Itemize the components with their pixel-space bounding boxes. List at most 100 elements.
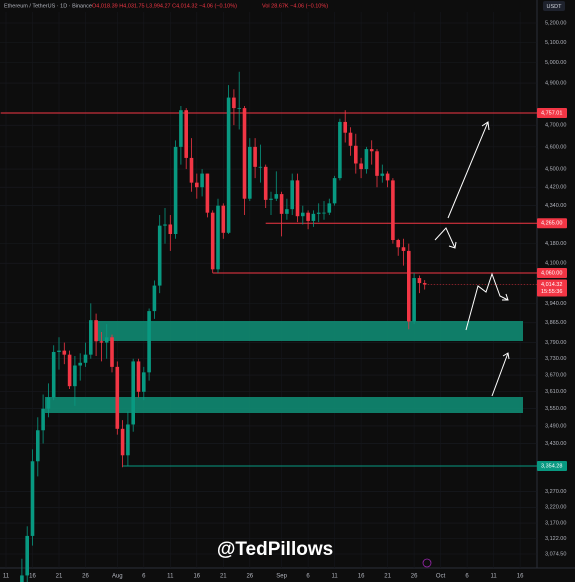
support-zone bbox=[97, 321, 523, 341]
volume: Vol 28.67K −4.06 (−0.10%) bbox=[262, 3, 328, 9]
candle-body bbox=[301, 212, 305, 217]
candle-body bbox=[375, 151, 379, 176]
candle-body bbox=[354, 145, 358, 164]
candle-body bbox=[391, 180, 395, 241]
candle-body bbox=[258, 166, 263, 168]
x-tick-label: 21 bbox=[220, 574, 227, 580]
candle-body bbox=[179, 110, 183, 147]
candle-body bbox=[99, 341, 104, 343]
candle-body bbox=[348, 132, 353, 146]
candle-body bbox=[62, 350, 67, 355]
x-tick-label: 16 bbox=[29, 574, 36, 580]
level-label: 4,060.00 bbox=[541, 271, 562, 277]
x-tick-label: 26 bbox=[82, 574, 89, 580]
candle-body bbox=[306, 212, 310, 221]
candle-body bbox=[36, 430, 40, 462]
y-tick-label: 3,074.50 bbox=[545, 551, 566, 557]
y-tick-label: 3,790.00 bbox=[545, 340, 566, 346]
candle-body bbox=[142, 372, 146, 392]
candle-body bbox=[412, 278, 416, 322]
candle-body bbox=[290, 180, 294, 210]
candle-body bbox=[327, 203, 332, 213]
y-tick-label: 3,220.00 bbox=[545, 505, 566, 511]
candles bbox=[20, 71, 427, 582]
candle-body bbox=[67, 354, 72, 387]
candle-body bbox=[157, 225, 162, 286]
candle-body bbox=[216, 205, 220, 270]
y-tick-label: 4,700.00 bbox=[545, 123, 566, 129]
candle-body bbox=[295, 180, 300, 217]
candle-body bbox=[417, 278, 422, 284]
x-tick-label: 16 bbox=[193, 574, 200, 580]
grid bbox=[0, 12, 537, 568]
arrow-head bbox=[448, 241, 457, 249]
candle-body bbox=[46, 397, 51, 409]
candle-body bbox=[380, 173, 385, 176]
candle-body bbox=[126, 424, 130, 456]
y-tick-label: 3,940.00 bbox=[545, 301, 566, 307]
candle-body bbox=[30, 461, 35, 536]
level-label: 4,757.01 bbox=[541, 110, 562, 116]
candle-body bbox=[57, 350, 61, 352]
candle-body bbox=[232, 97, 236, 109]
candle-body bbox=[152, 285, 157, 312]
last-price-box bbox=[537, 279, 567, 297]
candle-body bbox=[338, 121, 342, 179]
candle-body bbox=[200, 173, 204, 188]
candle-body bbox=[226, 97, 231, 233]
arrow-head bbox=[502, 352, 510, 360]
candle-body bbox=[25, 535, 29, 576]
y-tick-label: 4,500.00 bbox=[545, 167, 566, 173]
symbol-title: Ethereum / TetherUS · 1D · Binance bbox=[4, 3, 92, 9]
candle-body bbox=[195, 182, 199, 188]
candle-body bbox=[115, 366, 120, 429]
y-tick-label: 3,122.00 bbox=[545, 536, 566, 542]
support-zone bbox=[45, 397, 523, 413]
candle-body bbox=[136, 361, 141, 392]
candle-body bbox=[322, 212, 326, 214]
level-label-box bbox=[537, 218, 567, 229]
y-tick-label: 4,100.00 bbox=[545, 261, 566, 267]
candle-body bbox=[237, 108, 241, 109]
candle-body bbox=[210, 212, 215, 270]
y-tick-label: 4,180.00 bbox=[545, 241, 566, 247]
currency: USDT bbox=[547, 4, 563, 10]
x-tick-label: 6 bbox=[465, 574, 469, 580]
arrow bbox=[465, 272, 509, 331]
x-tick-label: 11 bbox=[490, 574, 497, 580]
event-icon bbox=[422, 558, 432, 568]
level-label-box bbox=[537, 107, 567, 118]
x-tick-label: 6 bbox=[142, 574, 146, 580]
candle-body bbox=[248, 146, 252, 199]
candle-body bbox=[422, 283, 427, 285]
x-tick-label: 11 bbox=[167, 574, 174, 580]
levels bbox=[0, 112, 537, 467]
x-tick-label: 6 bbox=[306, 574, 310, 580]
candle-body bbox=[94, 320, 98, 342]
candle-body bbox=[242, 108, 247, 199]
x-tick-label: 21 bbox=[56, 574, 63, 580]
candle-body bbox=[221, 205, 226, 233]
y-tick-label: 3,490.00 bbox=[545, 423, 566, 429]
candle-body bbox=[78, 362, 82, 366]
arrow bbox=[447, 121, 489, 219]
candle-body bbox=[332, 178, 337, 204]
candle-body bbox=[163, 224, 167, 226]
currency-box bbox=[543, 1, 565, 11]
arrow-head bbox=[481, 121, 490, 131]
y-tick-label: 4,340.00 bbox=[545, 203, 566, 209]
x-tick-label: 26 bbox=[246, 574, 253, 580]
candle-body bbox=[184, 110, 188, 158]
last-price-label: 4,014.32 bbox=[541, 282, 562, 288]
candle-body bbox=[274, 194, 279, 199]
y-tick-label: 5,100.00 bbox=[545, 40, 566, 46]
candle-body bbox=[147, 311, 151, 373]
x-tick-label: 21 bbox=[384, 574, 391, 580]
candle-body bbox=[189, 157, 194, 183]
arrow bbox=[491, 352, 509, 397]
candle-body bbox=[396, 240, 400, 248]
x-tick-label: 26 bbox=[411, 574, 418, 580]
candle-body bbox=[401, 247, 406, 251]
x-tick-label: Oct bbox=[436, 574, 446, 580]
